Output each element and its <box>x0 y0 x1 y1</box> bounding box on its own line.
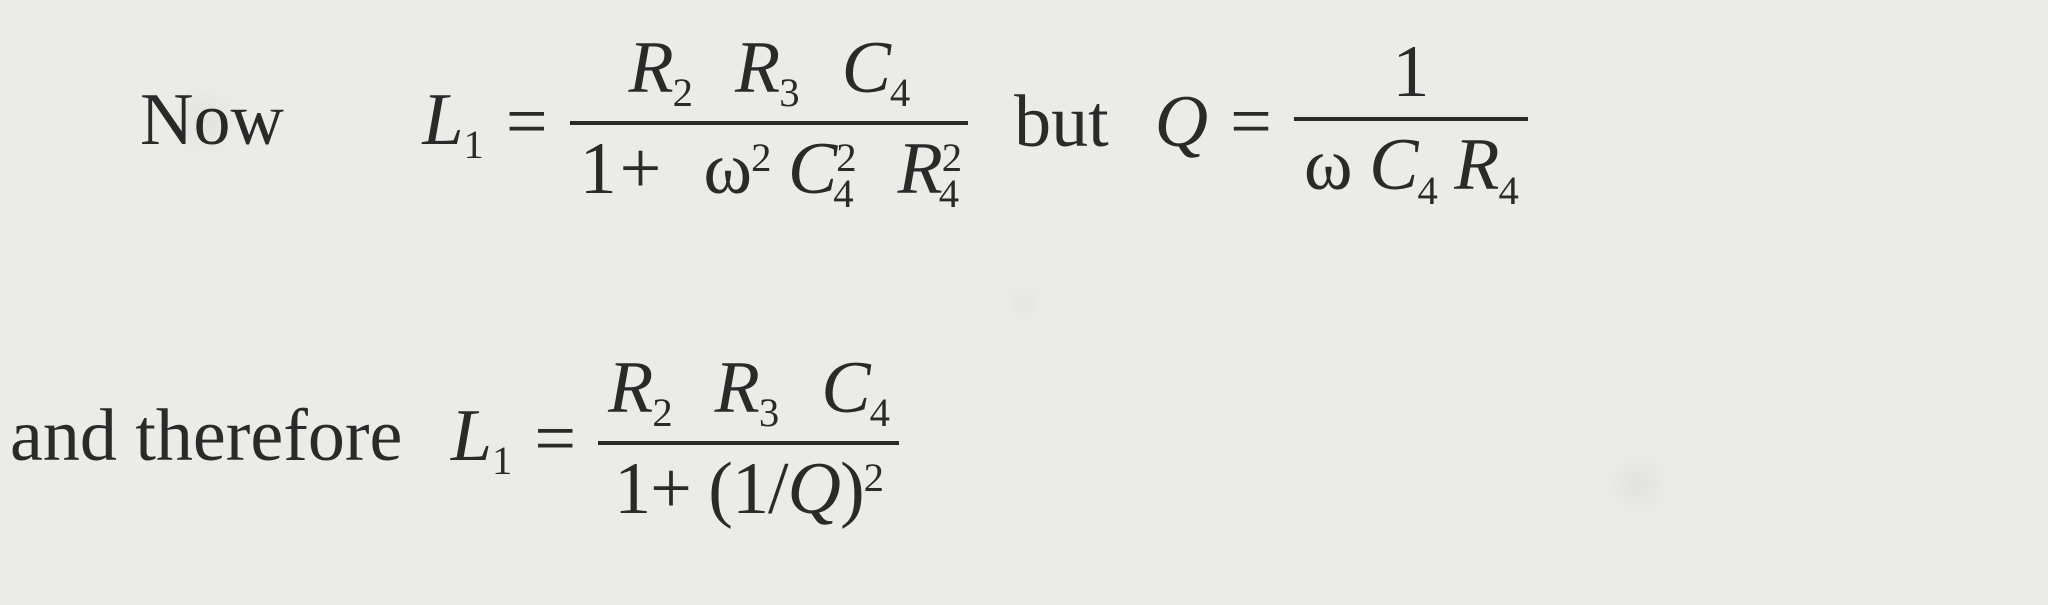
frac-num: R2 R3 C4 <box>618 30 919 115</box>
sym-L1-b: L1 <box>451 394 513 484</box>
frac-q-bar <box>1294 117 1528 121</box>
equals-2: = <box>1224 80 1278 165</box>
frac-q-num: 1 <box>1382 34 1439 112</box>
fraction-l1-final: R2 R3 C4 1+ (1/Q)2 <box>598 350 899 529</box>
sym-Q: Q <box>1155 80 1208 165</box>
frac-bar <box>570 121 968 125</box>
fraction-l1: R2 R3 C4 1+ ω2 C24 R24 <box>570 30 968 216</box>
fraction-q: 1 ω C4 R4 <box>1294 34 1528 213</box>
frac-den: 1+ ω2 C24 R24 <box>570 131 968 216</box>
word-but: but <box>1014 80 1109 165</box>
eq-l1-final: L1 = R2 R3 C4 1+ (1/Q)2 <box>451 350 899 529</box>
frac-bar-2 <box>598 441 899 445</box>
equals: = <box>500 80 554 165</box>
equation-line-2: and therefore L1 = R2 R3 C4 1+ (1/Q)2 <box>10 350 899 529</box>
equation-line-1: Now L1 = R2 R3 C4 1+ ω2 C24 <box>140 30 1528 216</box>
frac-q-den: ω C4 R4 <box>1294 127 1528 212</box>
equals-3: = <box>528 397 582 482</box>
word-and-therefore: and therefore <box>10 394 402 479</box>
word-now: Now <box>140 78 284 163</box>
page: Now L1 = R2 R3 C4 1+ ω2 C24 <box>0 0 2048 605</box>
frac-num-2: R2 R3 C4 <box>598 350 899 435</box>
frac-den-2: 1+ (1/Q)2 <box>604 451 893 529</box>
sym-L1: L1 <box>422 78 484 168</box>
eq-l1: L1 = R2 R3 C4 1+ ω2 C24 R24 <box>422 30 1527 216</box>
